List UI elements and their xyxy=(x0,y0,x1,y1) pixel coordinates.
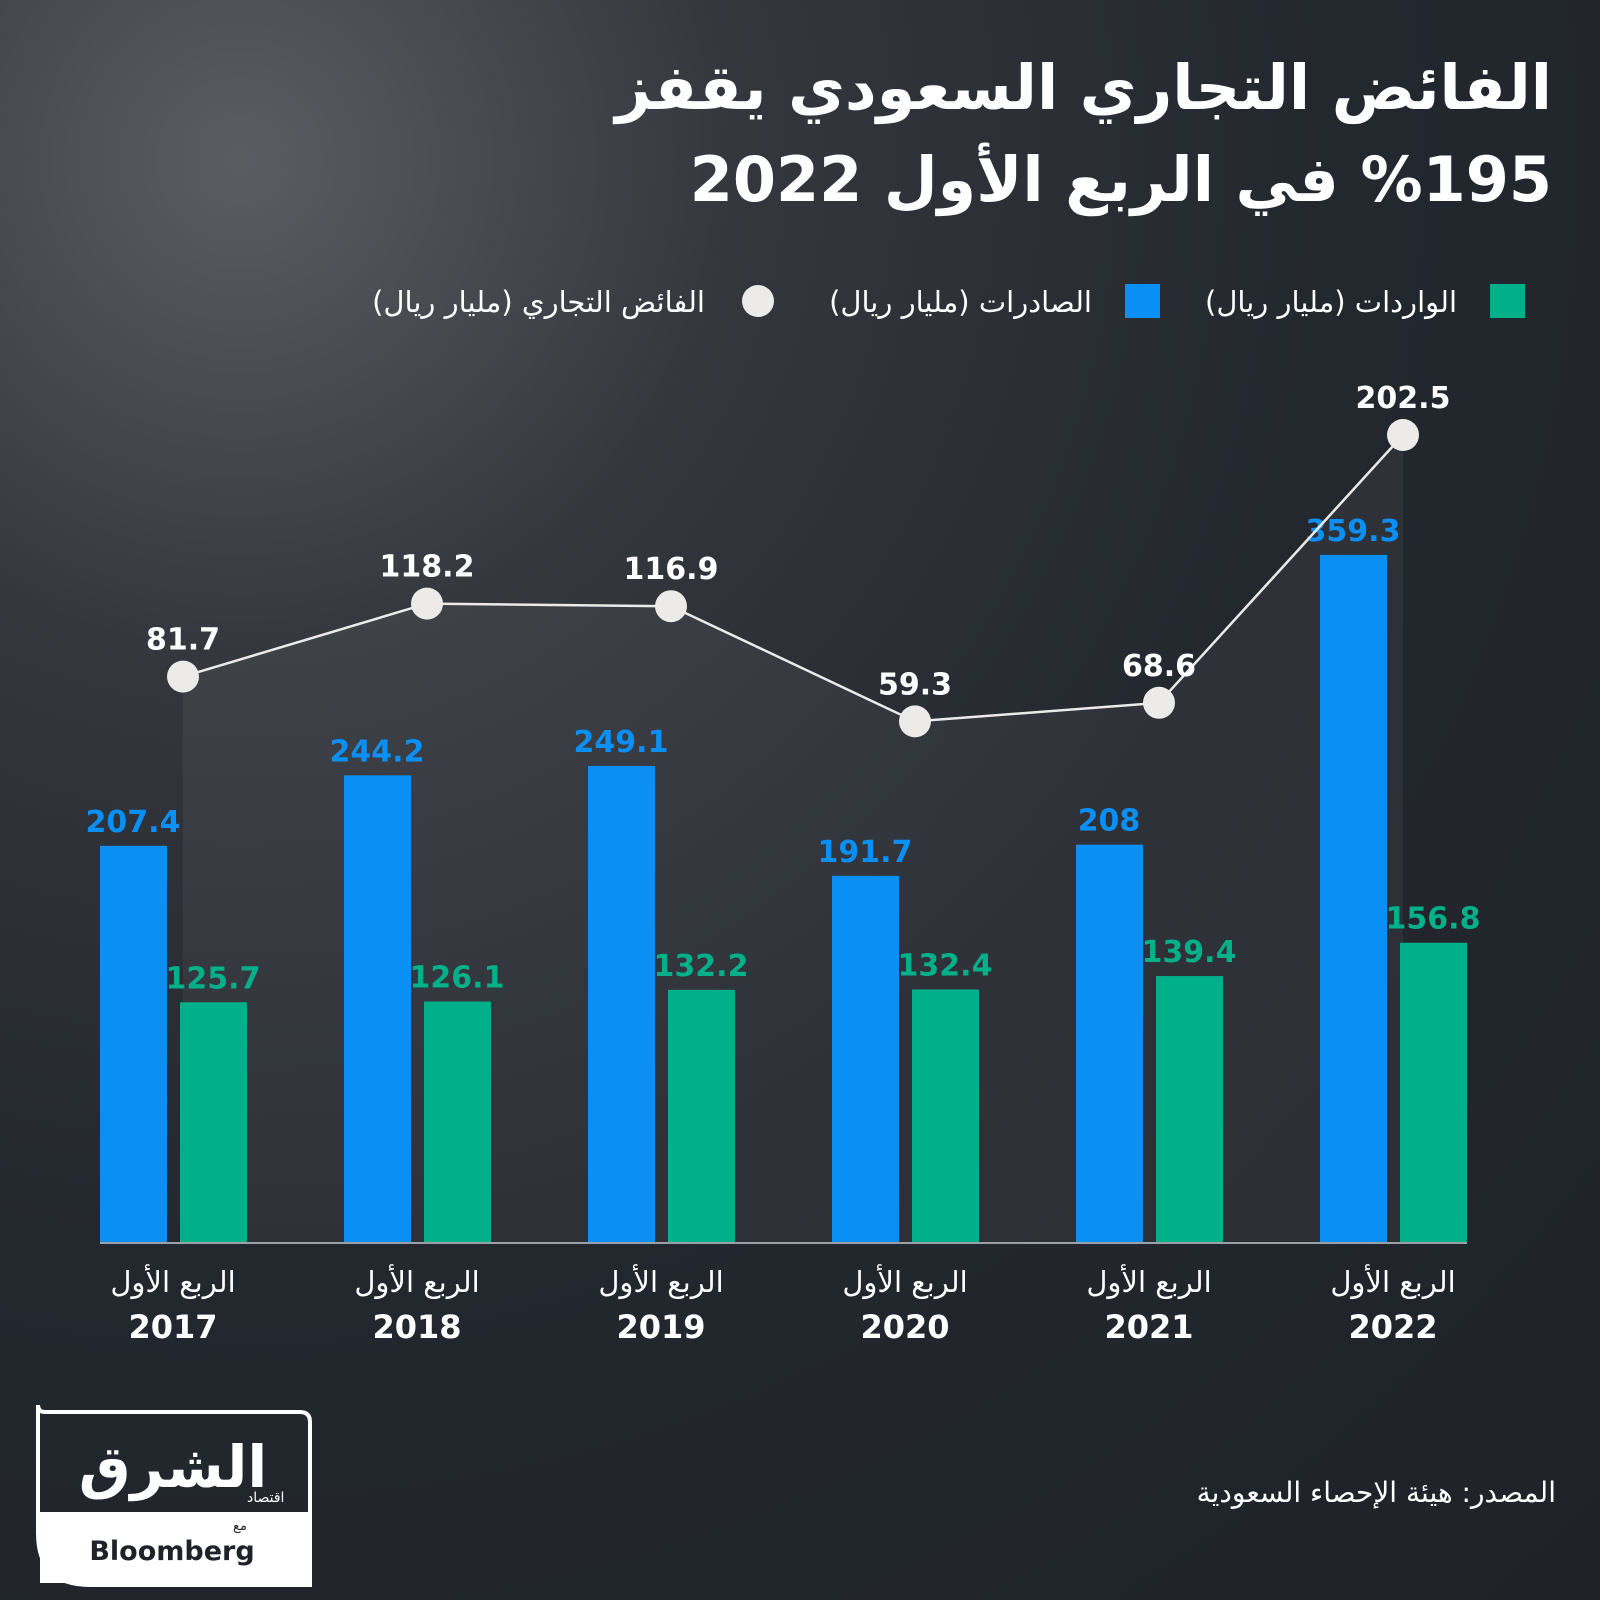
x-tick-label: الربع الأول xyxy=(354,1263,479,1299)
bar xyxy=(832,875,899,1243)
source: المصدر: هيئة الإحصاء السعودية xyxy=(1197,1476,1556,1509)
bar xyxy=(1076,844,1143,1243)
x-tick-label: 2017 xyxy=(128,1308,217,1346)
logo-name: الشرق xyxy=(79,1433,268,1502)
bar xyxy=(180,1002,247,1243)
x-tick-label: الربع الأول xyxy=(1086,1263,1211,1299)
legend-marker xyxy=(1125,284,1160,318)
data-label: 249.1 xyxy=(574,725,669,760)
data-label: 81.7 xyxy=(146,623,220,658)
line-point xyxy=(899,705,931,738)
x-tick-label: 2018 xyxy=(372,1308,461,1346)
logo-with: مع xyxy=(233,1519,247,1534)
x-tick-label: الربع الأول xyxy=(1330,1263,1455,1299)
line-point xyxy=(655,590,687,623)
legend-label: الفائض التجاري (مليار ريال) xyxy=(372,285,705,319)
bar xyxy=(668,989,735,1243)
x-tick-label: 2020 xyxy=(860,1308,949,1346)
data-label: 132.4 xyxy=(898,948,993,983)
data-label: 125.7 xyxy=(166,961,261,996)
logo-tag: اقتصاد xyxy=(247,1490,284,1506)
data-label: 68.6 xyxy=(1122,649,1196,684)
bar xyxy=(424,1001,491,1243)
data-label: 207.4 xyxy=(86,805,181,840)
data-label: 202.5 xyxy=(1356,381,1451,416)
x-tick-label: الربع الأول xyxy=(842,1263,967,1299)
bar xyxy=(912,989,979,1243)
legend-marker xyxy=(1490,284,1525,318)
line-point xyxy=(167,660,199,693)
line xyxy=(182,434,1404,723)
data-label: 132.2 xyxy=(654,949,749,984)
x-tick-label: 2022 xyxy=(1348,1308,1437,1346)
data-label: 208 xyxy=(1078,804,1141,839)
bar xyxy=(588,765,655,1243)
logo-partner: Bloomberg xyxy=(89,1536,254,1567)
data-label: 156.8 xyxy=(1386,902,1481,937)
bar xyxy=(1400,942,1467,1243)
bar xyxy=(100,845,167,1243)
data-label: 118.2 xyxy=(380,550,475,585)
line-point xyxy=(1387,419,1419,451)
bar xyxy=(344,775,411,1243)
data-label: 244.2 xyxy=(330,734,425,769)
line-point xyxy=(1143,686,1175,719)
x-tick-label: 2021 xyxy=(1104,1308,1193,1346)
data-label: 116.9 xyxy=(624,552,719,587)
legend-label: الواردات (مليار ريال) xyxy=(1205,285,1457,319)
data-label: 126.1 xyxy=(410,961,505,996)
line-point xyxy=(411,587,443,620)
x-tick-label: الربع الأول xyxy=(110,1263,235,1299)
logo-footer xyxy=(40,1512,308,1583)
bar xyxy=(1320,554,1387,1243)
data-label: 139.4 xyxy=(1142,935,1237,970)
legend-marker xyxy=(742,285,774,317)
data-label: 359.3 xyxy=(1306,514,1401,549)
data-label: 59.3 xyxy=(878,667,952,702)
x-tick-label: الربع الأول xyxy=(598,1263,723,1299)
legend-label: الصادرات (مليار ريال) xyxy=(829,285,1092,319)
data-label: 191.7 xyxy=(818,835,913,870)
x-tick-label: 2019 xyxy=(616,1308,705,1346)
bar xyxy=(1156,976,1223,1243)
chart-title: الفائض التجاري السعودي يقفز 195% في الرب… xyxy=(615,51,1552,216)
